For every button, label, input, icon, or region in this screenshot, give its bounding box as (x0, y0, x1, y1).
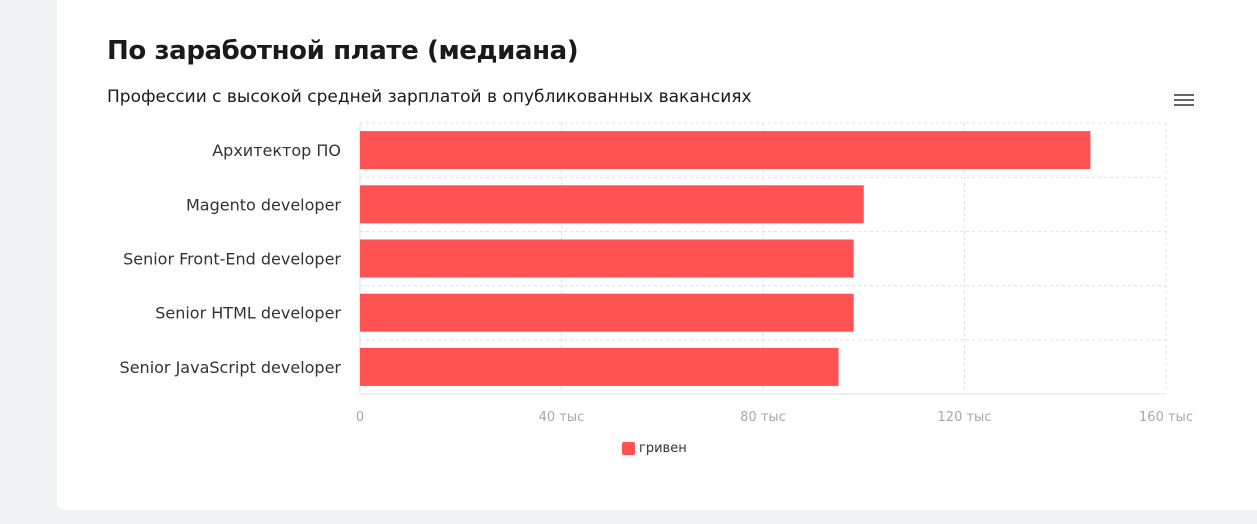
y-tick-label: Senior HTML developer (155, 304, 341, 323)
bar[interactable] (360, 131, 1091, 170)
y-tick-label: Magento developer (186, 195, 341, 214)
bar[interactable] (360, 185, 864, 224)
y-tick-label: Архитектор ПО (212, 141, 341, 160)
legend-item[interactable]: гривен (622, 441, 687, 456)
x-tick-label: 0 (356, 410, 364, 425)
x-tick-label: 160 тыс (1139, 410, 1193, 425)
legend-swatch (622, 442, 635, 455)
chart-title: По заработной плате (медиана) (107, 36, 579, 66)
y-tick-label: Senior JavaScript developer (120, 358, 342, 377)
x-tick-label: 40 тыс (539, 410, 585, 425)
bar[interactable] (360, 293, 854, 332)
y-tick-label: Senior Front-End developer (123, 250, 341, 269)
chart-subtitle: Профессии с высокой средней зарплатой в … (107, 87, 752, 107)
legend-label: гривен (639, 441, 687, 456)
x-tick-label: 80 тыс (740, 410, 786, 425)
bar[interactable] (360, 239, 854, 278)
hamburger-menu-icon[interactable] (1170, 88, 1198, 112)
x-tick-label: 120 тыс (938, 410, 992, 425)
bar[interactable] (360, 347, 839, 386)
